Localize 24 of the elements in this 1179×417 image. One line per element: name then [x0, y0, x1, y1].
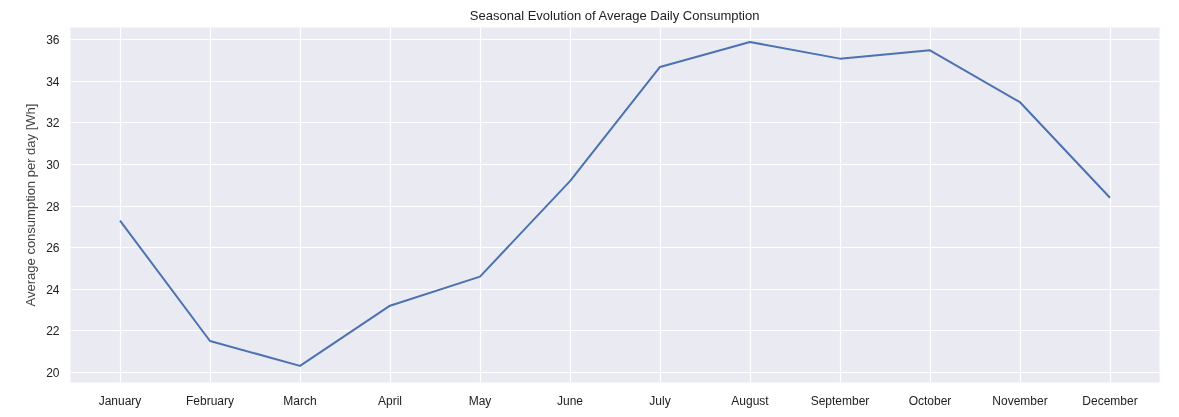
x-tick-label: January	[98, 393, 142, 408]
x-tick-label: May	[468, 393, 492, 408]
y-tick-label: 32	[46, 116, 60, 131]
chart-title: Seasonal Evolution of Average Daily Consumption	[469, 7, 760, 23]
x-tick-label: November	[992, 393, 1048, 408]
x-tick-label: July	[649, 393, 671, 408]
y-tick-label: 22	[46, 324, 60, 339]
line-series	[119, 41, 1111, 367]
y-tick-label: 30	[46, 158, 60, 173]
x-tick-label: June	[556, 393, 584, 408]
x-tick-label: August	[731, 393, 770, 408]
x-tick-label: February	[185, 393, 235, 408]
y-tick-label: 28	[46, 199, 60, 214]
y-tick-label: 24	[46, 282, 60, 297]
x-tick-label: September	[810, 393, 870, 408]
x-tick-label: April	[378, 393, 403, 408]
y-tick-label: 20	[46, 365, 60, 380]
y-axis-title: Average consumption per day [Wh]	[23, 103, 39, 307]
x-tick-label: October	[908, 393, 952, 408]
y-tick-label: 36	[46, 33, 60, 48]
y-tick-label: 34	[46, 74, 60, 89]
x-tick-label: March	[283, 393, 317, 408]
y-tick-label: 26	[46, 241, 60, 256]
x-tick-label: December	[1082, 393, 1138, 408]
